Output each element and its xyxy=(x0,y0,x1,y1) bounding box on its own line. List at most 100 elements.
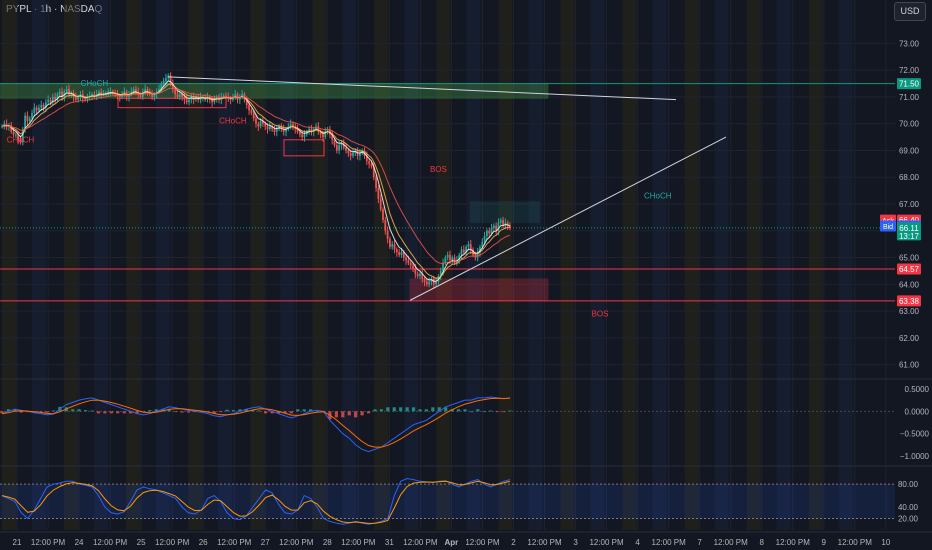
candle-body xyxy=(340,142,343,146)
candle-body xyxy=(359,153,361,156)
candle-body xyxy=(12,131,15,135)
candle-body xyxy=(139,94,142,97)
moving-averages xyxy=(1,80,511,282)
axes-layer: 0.5000 0.0000 −0.5000 −1.0000 80.00 40.00 20.0… xyxy=(13,39,930,547)
candle-body xyxy=(28,118,31,122)
candle-body xyxy=(174,88,177,95)
candle-body xyxy=(160,83,163,89)
candle-body xyxy=(488,230,491,234)
macd-histogram-bar xyxy=(456,409,461,412)
macd-histogram-bar xyxy=(6,409,11,412)
candle-body xyxy=(86,96,89,100)
candle-body xyxy=(402,252,405,258)
candle-body xyxy=(476,252,479,258)
afterhours-band xyxy=(714,0,729,530)
macd-histogram-bar xyxy=(276,411,281,414)
candle-body xyxy=(481,241,484,247)
macd-histogram-bar xyxy=(360,411,364,416)
time-tick-label: 24 xyxy=(75,538,84,547)
candle-body xyxy=(349,153,352,156)
candle-body xyxy=(47,99,50,103)
candle-body xyxy=(370,163,373,167)
candle-body xyxy=(319,131,322,135)
candle-body xyxy=(301,134,304,138)
candle-body xyxy=(185,99,188,103)
macd-histogram-bar xyxy=(264,411,268,414)
candle-body xyxy=(442,262,444,271)
currency-button[interactable]: USD xyxy=(894,2,926,21)
candle-body xyxy=(372,166,375,178)
candle-body xyxy=(176,94,179,97)
price-tick-label: 62.00 xyxy=(899,334,920,343)
price-tick-label: 67.00 xyxy=(899,200,920,209)
price-tick-label: 65.00 xyxy=(899,254,920,263)
macd-histogram-bar xyxy=(257,410,261,412)
candle-body xyxy=(467,244,470,247)
macd-histogram-bar xyxy=(424,409,429,412)
symbol-title: PYPL · 1h · NASDAQ xyxy=(6,4,103,15)
structure-label: BOS xyxy=(430,165,447,174)
macd-histogram-bar xyxy=(379,409,383,412)
afterhours-band xyxy=(280,0,295,530)
candle-body xyxy=(58,91,61,95)
candle-body xyxy=(296,129,299,132)
macd-histogram-bar xyxy=(251,410,255,412)
candle-body xyxy=(425,281,428,285)
ema-line xyxy=(1,83,511,279)
candle-body xyxy=(65,88,68,92)
candle-body xyxy=(213,99,216,103)
support-2-value: 63.38 xyxy=(899,297,920,306)
macd-histogram-bar xyxy=(431,407,435,412)
macd-histogram-bar xyxy=(71,409,75,412)
macd-histogram-bar xyxy=(501,411,506,413)
candle-body xyxy=(331,134,334,140)
macd-histogram-bar xyxy=(180,411,184,413)
time-tick-label: 4 xyxy=(635,538,640,547)
candle-body xyxy=(462,249,465,253)
premarket-band xyxy=(312,0,327,530)
candle-body xyxy=(317,126,320,132)
macd-histogram-bar xyxy=(167,409,171,412)
macd-histogram-bar xyxy=(341,411,345,418)
price-tick-label: 64.00 xyxy=(899,280,920,289)
price-tick-label: 71.00 xyxy=(899,93,920,102)
time-tick-label: 12:00 PM xyxy=(714,538,749,547)
candle-body xyxy=(178,94,181,97)
macd-histogram-bar xyxy=(244,409,248,412)
candle-body xyxy=(368,161,371,164)
macd-histogram-bar xyxy=(495,411,499,413)
macd-histogram-bar xyxy=(109,411,113,414)
structure-label: CHoCH xyxy=(81,79,109,88)
candle-body xyxy=(453,257,456,263)
candle-body xyxy=(250,110,253,114)
macd-histogram-bar xyxy=(238,409,242,412)
premarket-band xyxy=(808,0,823,530)
macd-histogram-bar xyxy=(186,411,191,413)
candle-body xyxy=(68,88,70,95)
annotations: CHoCH CHoCH CHoCH BOS CHoCH BOS xyxy=(7,79,672,318)
time-tick-label: 12:00 PM xyxy=(589,538,624,547)
macd-histogram-bar xyxy=(437,407,441,412)
price-tick-label: 63.00 xyxy=(899,307,920,316)
afterhours-band xyxy=(218,0,233,530)
macd-histogram-bar xyxy=(122,411,126,414)
candle-body xyxy=(26,115,29,122)
candle-body xyxy=(109,91,112,93)
macd-histogram-bar xyxy=(386,407,390,412)
macd-histogram-bar xyxy=(296,409,300,412)
candle-body xyxy=(165,78,167,81)
candle-body xyxy=(509,225,511,229)
time-tick-label: 12:00 PM xyxy=(527,538,562,547)
grid-lines xyxy=(0,0,932,533)
last-countdown: 13:17 xyxy=(899,232,920,241)
candle-body xyxy=(118,95,121,97)
macd-histogram-bar xyxy=(135,411,139,414)
support-2-badge xyxy=(897,295,921,307)
time-tick-label: 12:00 PM xyxy=(217,538,252,547)
candle-body xyxy=(428,281,431,285)
candle-body xyxy=(21,129,24,143)
candle-body xyxy=(98,91,100,95)
candle-body xyxy=(266,126,269,130)
